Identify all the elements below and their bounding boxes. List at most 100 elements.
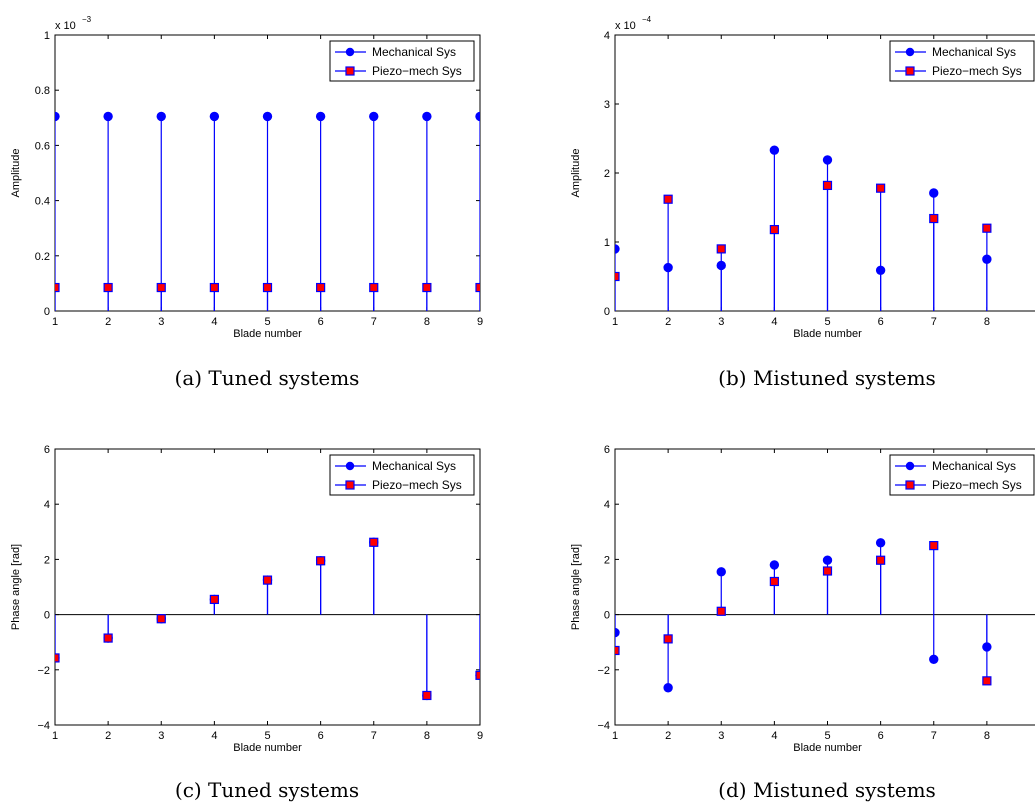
plot-area: [615, 145, 992, 311]
legend-entry-piezo: Piezo−mech Sys: [932, 64, 1022, 78]
legend-marker-mechanical: [345, 47, 355, 57]
data-point-piezo: [876, 555, 886, 565]
data-point-mechanical: [822, 555, 833, 565]
y-exponent-base: x 10: [55, 20, 76, 32]
legend-marker-piezo: [905, 480, 915, 490]
x-tick-label: 7: [931, 316, 937, 328]
data-point-mechanical: [982, 642, 992, 652]
chart-panel-3: 1 2 3 4 5 6 7 8 9 −4 −2 0 2 4 6 Blade number Phase angle…: [10, 444, 483, 802]
data-point-piezo: [822, 566, 833, 576]
x-tick-label: 8: [424, 316, 430, 328]
data-point-mechanical: [822, 155, 833, 165]
y-tick-label: 0: [44, 610, 50, 622]
data-point-mechanical: [615, 244, 620, 254]
x-tick-label: 6: [318, 730, 324, 742]
y-tick-label: 0.6: [35, 140, 50, 152]
x-tick-label: 3: [718, 316, 724, 328]
x-tick-label: 9: [477, 730, 483, 742]
data-point-piezo: [982, 676, 992, 686]
y-exponent-power: −3: [82, 15, 92, 24]
data-point-mechanical: [422, 111, 432, 122]
data-point-mechanical: [262, 111, 273, 122]
x-tick-label: 2: [105, 316, 111, 328]
data-point-mechanical: [875, 265, 886, 275]
data-point-piezo: [769, 576, 779, 587]
panel-caption: (d) Mistuned systems: [718, 778, 936, 802]
data-point-piezo: [262, 282, 273, 293]
data-point-piezo: [929, 540, 939, 551]
y-tick-label: 0: [604, 610, 610, 622]
y-tick-label: 0.2: [35, 251, 50, 263]
x-tick-label: 3: [718, 730, 724, 742]
data-point-piezo: [422, 282, 432, 293]
x-tick-label: 4: [211, 730, 217, 742]
data-point-mechanical: [982, 254, 992, 264]
data-point-piezo: [716, 244, 726, 254]
data-point-piezo: [55, 653, 60, 663]
data-point-piezo: [663, 634, 673, 644]
data-point-mechanical: [663, 262, 673, 273]
data-point-piezo: [103, 282, 113, 293]
data-point-mechanical: [716, 567, 726, 577]
x-tick-label: 1: [52, 730, 58, 742]
data-point-mechanical: [55, 111, 60, 122]
x-tick-label: 1: [52, 316, 58, 328]
y-tick-label: 4: [44, 499, 50, 511]
y-tick-label: −2: [597, 665, 610, 677]
legend-marker-piezo: [345, 66, 355, 76]
panel-caption: (a) Tuned systems: [175, 366, 360, 390]
legend-entry-mechanical: Mechanical Sys: [932, 45, 1016, 59]
x-tick-label: 8: [984, 316, 990, 328]
chart-panel-1: 1 2 3 4 5 6 7 8 9 0 0.2 0.4 0.6 0.8 1 x 10 −3 Blade numbe…: [10, 15, 483, 390]
legend-box: [889, 40, 1035, 82]
x-tick-label: 2: [665, 316, 671, 328]
data-point-mechanical: [769, 560, 780, 570]
x-tick-label: 1: [612, 316, 618, 328]
data-point-piezo: [103, 633, 113, 643]
legend-entry-piezo: Piezo−mech Sys: [932, 478, 1022, 492]
y-tick-label: 2: [604, 554, 610, 566]
y-tick-label: 3: [604, 99, 610, 111]
x-tick-label: 6: [318, 316, 324, 328]
x-tick-label: 3: [158, 316, 164, 328]
data-point-piezo: [369, 282, 379, 293]
data-point-piezo: [929, 213, 939, 224]
y-axis-label: Amplitude: [570, 149, 582, 198]
data-point-piezo: [663, 194, 673, 204]
x-tick-label: 4: [771, 316, 777, 328]
panel-caption: (c) Tuned systems: [175, 778, 359, 802]
data-point-mechanical: [663, 683, 673, 693]
x-axis-label: Blade number: [793, 742, 862, 754]
plot-area: [615, 538, 992, 693]
y-axis-label: Phase angle [rad]: [570, 544, 582, 630]
y-tick-label: −4: [597, 720, 610, 732]
x-tick-label: 5: [264, 730, 270, 742]
plot-area: [55, 111, 480, 311]
data-point-piezo: [769, 224, 779, 235]
data-point-mechanical: [929, 188, 939, 198]
data-point-piezo: [982, 223, 992, 233]
x-tick-label: 8: [424, 730, 430, 742]
data-point-piezo: [156, 614, 166, 624]
x-tick-label: 5: [824, 316, 830, 328]
data-point-piezo: [615, 271, 620, 282]
data-point-piezo: [475, 282, 480, 293]
data-point-piezo: [822, 180, 833, 191]
data-point-piezo: [615, 645, 620, 656]
data-point-piezo: [262, 575, 273, 585]
data-point-mechanical: [615, 627, 620, 638]
y-tick-label: 1: [604, 237, 610, 249]
y-tick-label: 6: [44, 444, 50, 456]
y-axis-label: Phase angle [rad]: [10, 544, 22, 630]
data-point-piezo: [156, 282, 166, 293]
panel-caption: (b) Mistuned systems: [718, 366, 936, 390]
x-tick-label: 8: [984, 730, 990, 742]
y-tick-label: 2: [44, 554, 50, 566]
data-point-mechanical: [315, 111, 326, 122]
data-point-mechanical: [769, 145, 780, 155]
y-tick-label: −4: [37, 720, 50, 732]
y-exponent-base: x 10: [615, 20, 636, 32]
data-point-piezo: [369, 537, 379, 547]
data-point-mechanical: [716, 260, 726, 271]
